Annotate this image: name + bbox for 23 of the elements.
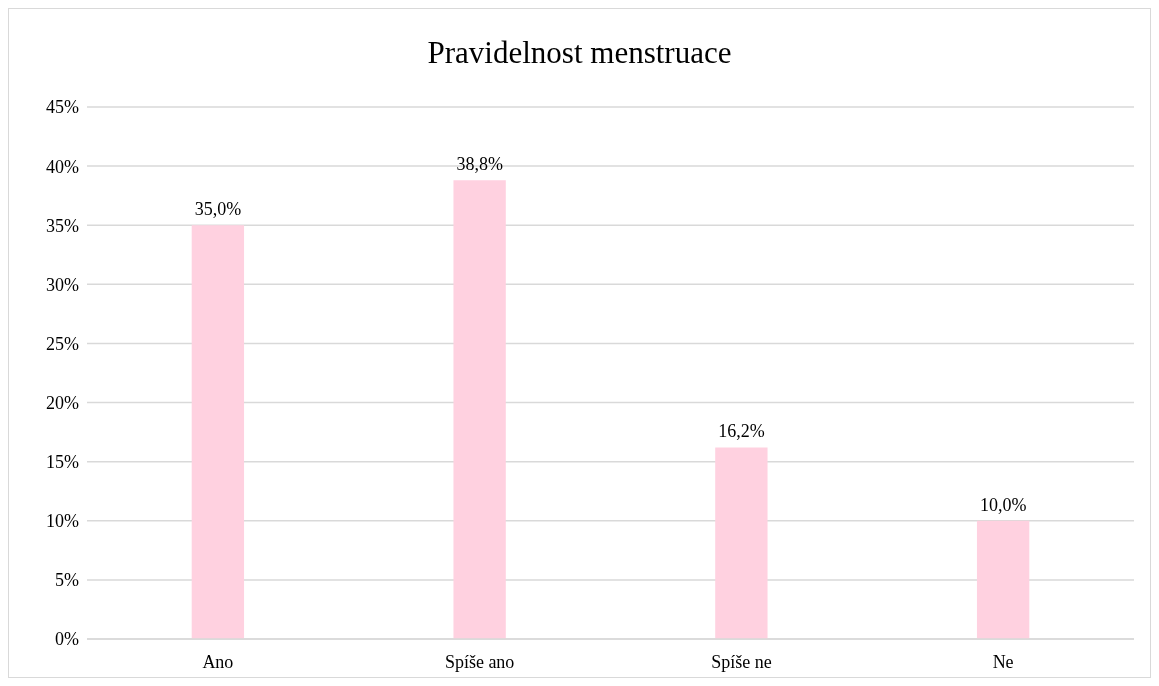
y-tick-label: 0% [55, 629, 79, 650]
x-tick-label: Ne [992, 651, 1014, 672]
x-tick-label: Spíše ne [711, 651, 772, 672]
x-tick-label: Spíše ano [444, 651, 515, 672]
data-label: 35,0% [194, 199, 242, 220]
chart-title: Pravidelnost menstruace [426, 35, 733, 71]
y-tick-label: 30% [46, 274, 79, 295]
y-tick-label: 15% [46, 452, 79, 473]
bar [976, 520, 1030, 639]
bar [191, 225, 245, 639]
data-label: 16,2% [718, 421, 765, 442]
x-tick-label: Ano [202, 651, 234, 672]
y-tick-label: 35% [46, 215, 79, 236]
y-tick-label: 25% [46, 333, 79, 354]
y-tick-label: 20% [46, 392, 79, 413]
bar [715, 447, 768, 639]
y-tick-label: 40% [46, 156, 79, 177]
y-tick-label: 10% [46, 511, 79, 532]
data-label: 38,8% [456, 154, 503, 175]
y-tick-label: 45% [46, 97, 79, 118]
y-tick-label: 5% [55, 570, 79, 591]
bar [453, 180, 506, 639]
data-label: 10,0% [979, 494, 1027, 515]
